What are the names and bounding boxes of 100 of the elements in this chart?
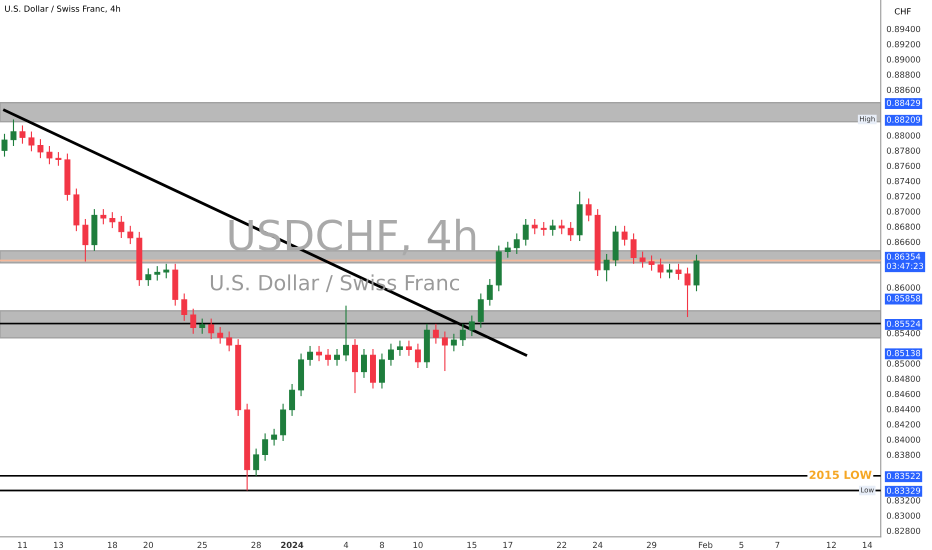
candlestick: [118, 215, 124, 239]
y-tick-label: 0.83522: [886, 472, 920, 480]
x-tick-label: 12: [826, 542, 836, 548]
y-tick-label: 0.89000: [886, 56, 920, 63]
candlestick: [640, 251, 646, 268]
candlestick: [568, 221, 574, 242]
y-tick-label: 0.88800: [886, 71, 920, 78]
y-tick-label: 0.85400: [886, 330, 920, 336]
candlestick: [550, 219, 556, 236]
candlestick: [540, 221, 547, 236]
y-tick-label: 0.84400: [886, 406, 920, 412]
y-tick-label: 0.83200: [886, 497, 920, 504]
candlestick: [478, 292, 484, 328]
candlestick: [253, 448, 260, 477]
candlestick: [100, 208, 106, 225]
y-tick-label: 0.82800: [886, 528, 920, 534]
candlestick: [558, 219, 565, 235]
x-tick-label: 20: [144, 542, 154, 548]
candlestick: [334, 348, 340, 366]
candlestick: [163, 263, 170, 279]
candlestick: [460, 323, 466, 347]
candlestick: [325, 348, 332, 366]
candlestick: [208, 318, 214, 340]
x-tick-label: 5: [739, 542, 744, 548]
x-tick-label: 2024: [281, 542, 304, 548]
x-tick-label: 14: [862, 542, 872, 548]
y-tick-label: 0.86800: [886, 224, 920, 230]
candlestick: [450, 333, 457, 352]
candlestick: [316, 345, 322, 362]
x-tick-label: 24: [592, 542, 602, 548]
candlestick: [630, 232, 637, 264]
y-tick-label: 0.87000: [886, 208, 920, 215]
x-tick-label: 8: [380, 542, 384, 548]
candlestick: [190, 308, 196, 334]
candlestick: [396, 340, 403, 356]
candlestick: [378, 353, 385, 390]
candlestick: [19, 124, 26, 144]
candlestick: [442, 330, 448, 372]
y-tick-label: 0.87800: [886, 148, 920, 154]
ref-line-label: 2015 LOW: [810, 470, 872, 480]
x-tick-label: 15: [467, 542, 476, 548]
candlestick: [406, 340, 412, 356]
x-tick-label: 28: [251, 542, 261, 548]
y-axis-title: CHF: [894, 8, 911, 15]
candlestick: [388, 343, 394, 366]
candlestick: [82, 218, 88, 262]
candlestick: [2, 133, 8, 158]
y-tick-label: 0.87600: [886, 162, 920, 170]
y-tick-label: 0.83800: [886, 452, 920, 458]
candlestick: [127, 225, 134, 245]
candlestick: [486, 278, 493, 306]
candlestick: [648, 254, 655, 272]
candlestick: [676, 263, 682, 280]
candlestick: [586, 198, 592, 222]
y-tick-label: 0.86354 03:47:23: [886, 253, 924, 270]
y-tick-label: 0.85858: [886, 295, 920, 302]
y-tick-label: 0.88209: [886, 116, 920, 123]
candlestick: [622, 225, 628, 246]
candlestick: [504, 241, 511, 258]
x-tick-label: 29: [646, 542, 656, 548]
candlestick: [307, 345, 314, 366]
candlestick: [684, 267, 690, 318]
y-tick-label: 0.87400: [886, 178, 920, 184]
y-tick-label: 0.83000: [886, 512, 920, 519]
y-tick-label: 0.88600: [886, 86, 920, 94]
x-tick-label: 18: [108, 542, 118, 548]
candlestick: [343, 305, 349, 362]
candlestick: [109, 212, 116, 229]
x-tick-label: 4: [344, 542, 348, 548]
candlestick: [10, 118, 16, 147]
candlestick: [262, 432, 268, 462]
candlestick: [666, 263, 673, 279]
candlestick: [181, 292, 188, 322]
candlestick: [226, 330, 232, 352]
y-tick-label: 0.84600: [886, 390, 920, 398]
y-tick-label: 0.85138: [886, 350, 920, 356]
x-tick-label: 13: [54, 542, 64, 548]
y-tick-label: 0.87200: [886, 193, 920, 200]
x-tick-label: 7: [775, 542, 780, 548]
y-tick-label: 0.83329: [886, 487, 920, 494]
y-tick-label: 0.86000: [886, 284, 920, 291]
y-tick-label: 0.89200: [886, 41, 920, 48]
candlestick: [28, 130, 34, 152]
candlestick: [468, 314, 475, 337]
candlestick: [514, 232, 520, 255]
x-tick-label: 11: [18, 542, 27, 548]
candlestick: [199, 318, 206, 334]
candlestick: [522, 218, 529, 246]
candlestick: [271, 428, 278, 446]
y-tick-label: 0.88429: [886, 100, 920, 106]
y-tick-label: 0.86600: [886, 238, 920, 246]
y-tick-label: 0.84200: [886, 421, 920, 428]
candlestick: [432, 323, 439, 344]
candlestick: [55, 152, 62, 166]
y-tick-label: 0.89400: [886, 26, 920, 32]
candlestick: [217, 326, 224, 344]
candlestick: [289, 383, 296, 416]
candlestick: [361, 348, 367, 378]
y-tick-label: 0.88000: [886, 132, 920, 139]
text: U.S. Dollar / Swiss Franc, 4h: [5, 5, 120, 13]
